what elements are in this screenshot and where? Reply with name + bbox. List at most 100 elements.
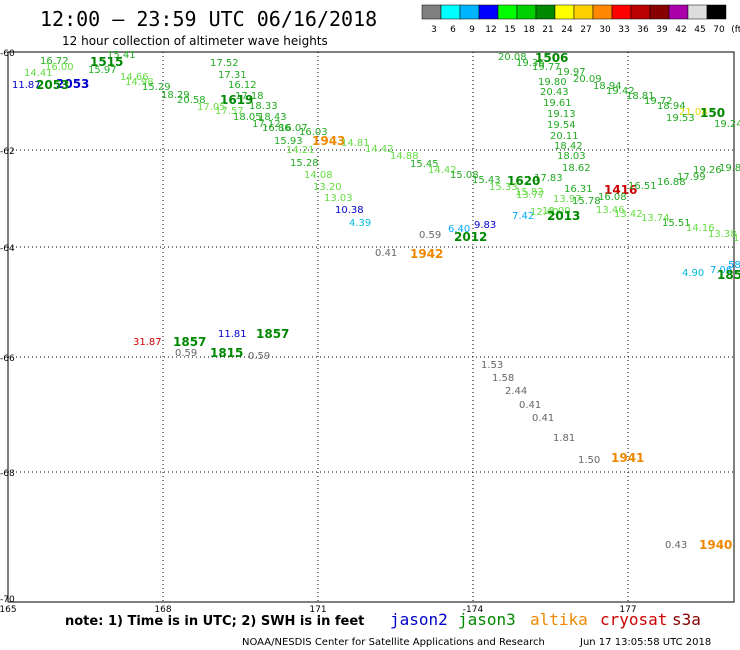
color-swatch xyxy=(630,4,651,20)
observation-time-label: 1857 xyxy=(256,327,289,341)
wave-height-label: 18.94 xyxy=(657,101,686,112)
wave-height-label: 18.42 xyxy=(554,141,583,152)
color-scale-label: 24 xyxy=(561,25,573,35)
wave-height-label: 20.11 xyxy=(550,131,579,142)
wave-height-label: 15.08 xyxy=(450,170,479,181)
wave-height-label: 18.94 xyxy=(593,81,622,92)
wave-height-label: 19.26 xyxy=(693,165,722,176)
satellite-legend-s3a: s3a xyxy=(672,610,701,629)
latitude-label: -68 xyxy=(0,469,15,479)
credit-text: NOAA/NESDIS Center for Satellite Applica… xyxy=(242,637,545,648)
wave-height-label: 19.13 xyxy=(547,109,576,120)
wave-height-label: 6.40 xyxy=(448,224,470,235)
wave-height-label: 13.97 xyxy=(553,194,582,205)
wave-height-label: 17.05 xyxy=(197,102,226,113)
wave-height-label: 13.03 xyxy=(324,193,353,204)
wave-height-label: 18.43 xyxy=(258,112,287,123)
wave-height-label: 4.90 xyxy=(682,268,704,279)
wave-height-label: 15.28 xyxy=(290,158,319,169)
color-swatch xyxy=(649,4,670,20)
wave-height-label: 17.83 xyxy=(534,173,563,184)
wave-height-label: 19.77 xyxy=(532,62,561,73)
wave-height-label: 13.46 xyxy=(596,205,625,216)
wave-height-label: 20.08 xyxy=(498,52,527,63)
wave-height-label: 10.38 xyxy=(335,205,364,216)
wave-height-label: 12.40 xyxy=(530,207,559,218)
wave-height-label: 17.57 xyxy=(215,106,244,117)
observation-time-label: 2053 xyxy=(56,77,89,91)
color-swatch xyxy=(459,4,480,20)
satellite-legend-jason2: jason2 xyxy=(390,610,448,629)
wave-height-label: 1.50 xyxy=(578,455,600,466)
color-swatch xyxy=(497,4,518,20)
satellite-legend-altika: altika xyxy=(530,610,588,629)
color-swatch xyxy=(421,4,442,20)
wave-height-label: 19.36 xyxy=(516,58,545,69)
wave-height-label: 1.53 xyxy=(481,360,503,371)
latitude-label: -62 xyxy=(0,147,15,157)
latitude-label: -70 xyxy=(0,595,15,605)
wave-height-label: 13.20 xyxy=(313,182,342,193)
wave-height-label: 14.88 xyxy=(390,151,419,162)
wave-height-label: 14.08 xyxy=(304,170,333,181)
wave-height-label: 7.06 xyxy=(710,265,732,276)
color-swatch xyxy=(592,4,613,20)
latitude-label: -66 xyxy=(0,354,15,364)
wave-height-label: 16.12 xyxy=(228,80,257,91)
wave-height-label: 14.21 xyxy=(286,145,315,156)
wave-height-label: 15.97 xyxy=(88,65,117,76)
color-swatch xyxy=(440,4,461,20)
longitude-label: -174 xyxy=(463,605,484,615)
longitude-label: 177 xyxy=(619,605,636,615)
wave-height-label: 11.81 xyxy=(218,329,247,340)
wave-height-label: 15.29 xyxy=(142,82,171,93)
wave-height-label: 0.59 xyxy=(248,351,270,362)
chart-title: 12:00 – 23:59 UTC 06/16/2018 xyxy=(40,7,377,31)
wave-height-label: 19.61 xyxy=(543,98,572,109)
observation-time-label: 1815 xyxy=(210,346,243,360)
wave-height-label: 0.59 xyxy=(419,230,441,241)
wave-height-label: 13.77 xyxy=(516,190,545,201)
satellite-legend-cryosat: cryosat xyxy=(600,610,667,629)
observation-time-label: 185 xyxy=(717,268,740,282)
wave-height-label: 7.42 xyxy=(512,211,534,222)
wave-height-label: 19.8 xyxy=(719,163,740,174)
wave-height-label: 14.16 xyxy=(686,223,715,234)
wave-height-label: 16.03 xyxy=(299,127,328,138)
wave-height-label: 16.51 xyxy=(628,181,657,192)
wave-height-label: 2.44 xyxy=(505,386,527,397)
color-scale-label: 21 xyxy=(542,25,553,35)
wave-height-label: 0.41 xyxy=(519,400,541,411)
wave-height-label: 13.00 xyxy=(542,206,571,217)
color-scale-label: 42 xyxy=(675,25,686,35)
wave-height-label: 16.31 xyxy=(564,184,593,195)
wave-height-label: 19.42 xyxy=(606,86,635,97)
wave-height-label: 15.78 xyxy=(572,196,601,207)
wave-height-label: 16.72 xyxy=(40,56,69,67)
wave-height-label: 19.97 xyxy=(557,67,586,78)
color-scale-label: (ft) xyxy=(731,25,740,35)
color-scale-label: 3 xyxy=(431,25,437,35)
longitude-label: 171 xyxy=(309,605,326,615)
wave-height-label: 15.51 xyxy=(662,218,691,229)
color-swatch xyxy=(573,4,594,20)
wave-height-label: 13.38 xyxy=(708,229,737,240)
wave-height-label: 18.29 xyxy=(161,90,190,101)
wave-height-label: 18.33 xyxy=(249,101,278,112)
color-swatch xyxy=(478,4,499,20)
lat-lon-grid xyxy=(8,52,734,602)
wave-height-label: 15.41 xyxy=(107,50,136,61)
color-scale-label: 12 xyxy=(485,25,496,35)
observation-time-label: 1857 xyxy=(173,335,206,349)
latitude-label: -60 xyxy=(0,49,15,59)
wave-height-label: 1.58 xyxy=(492,373,514,384)
wave-height-label: 18.81 xyxy=(626,91,655,102)
observation-time-label: 1515 xyxy=(90,55,123,69)
color-scale-label: 30 xyxy=(599,25,611,35)
wave-height-label: 13.74 xyxy=(641,213,670,224)
observation-time-label: 2053 xyxy=(36,78,69,92)
wave-height-label: 14.81 xyxy=(341,138,370,149)
color-scale-label: 15 xyxy=(504,25,515,35)
